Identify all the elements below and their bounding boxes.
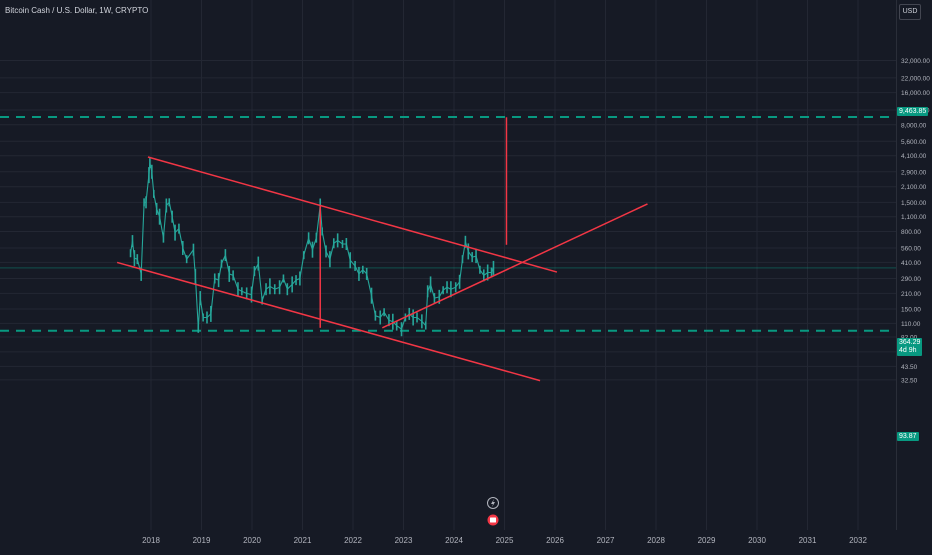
time-tick-label: 2029 bbox=[698, 536, 716, 545]
price-line bbox=[129, 162, 495, 330]
trendlines bbox=[116, 117, 648, 382]
time-tick-label: 2028 bbox=[647, 536, 665, 545]
price-tick-label: 8,000.00 bbox=[901, 122, 927, 129]
price-tick-label: 32.50 bbox=[901, 377, 918, 384]
grid-layer bbox=[0, 0, 896, 530]
price-axis-labels: 32,000.0022,000.0016,000.0011,000.008,00… bbox=[901, 58, 930, 384]
time-axis-labels: 2018 2019 2020 2021 2022 2023 2024 2025 2026 2027… bbox=[142, 536, 867, 545]
countdown-label: 4d 9h bbox=[899, 347, 917, 354]
price-chart[interactable] bbox=[0, 0, 896, 530]
time-tick-label: 2019 bbox=[193, 536, 211, 545]
chart-area[interactable]: Bitcoin Cash / U.S. Dollar, 1W, CRYPTO bbox=[0, 0, 896, 530]
last-price-tag: 364.29 4d 9h bbox=[897, 338, 923, 356]
event-marker-icon bbox=[487, 514, 499, 526]
price-tick-label: 16,000.00 bbox=[901, 90, 930, 97]
time-tick-label: 2022 bbox=[344, 536, 362, 545]
lightning-bolt-icon bbox=[487, 497, 499, 509]
time-tick-label: 2031 bbox=[799, 536, 817, 545]
price-axis[interactable]: 32,000.0022,000.0016,000.0011,000.008,00… bbox=[896, 0, 932, 530]
symbol-title[interactable]: Bitcoin Cash / U.S. Dollar, 1W, CRYPTO bbox=[5, 6, 149, 15]
time-tick-label: 2021 bbox=[294, 536, 312, 545]
price-tick-label: 4,100.00 bbox=[901, 153, 927, 160]
price-tick-label: 560.00 bbox=[901, 245, 921, 252]
trendline bbox=[147, 156, 558, 273]
time-tick-label: 2030 bbox=[748, 536, 766, 545]
time-axis[interactable]: 2018 2019 2020 2021 2022 2023 2024 2025 2026 2027… bbox=[0, 530, 932, 550]
time-tick-label: 2027 bbox=[597, 536, 615, 545]
price-tick-label: 5,600.00 bbox=[901, 139, 927, 146]
price-tick-label: 150.00 bbox=[901, 307, 921, 314]
price-series bbox=[129, 158, 495, 337]
price-tick-label: 32,000.00 bbox=[901, 58, 930, 65]
time-tick-label: 2020 bbox=[243, 536, 261, 545]
time-tick-label: 2025 bbox=[496, 536, 514, 545]
price-tick-label: 2,100.00 bbox=[901, 184, 927, 191]
price-tick-label: 2,900.00 bbox=[901, 169, 927, 176]
trendline bbox=[381, 203, 648, 329]
upper-level-price-tag: 9,463.85 bbox=[897, 107, 929, 116]
price-tick-label: 43.50 bbox=[901, 364, 918, 371]
currency-badge[interactable]: USD bbox=[899, 4, 921, 20]
time-tick-label: 2024 bbox=[445, 536, 463, 545]
price-tick-label: 1,100.00 bbox=[901, 214, 927, 221]
trendline bbox=[116, 261, 541, 382]
price-tick-label: 22,000.00 bbox=[901, 75, 930, 82]
price-tick-label: 110.00 bbox=[901, 321, 921, 328]
price-tick-label: 800.00 bbox=[901, 229, 921, 236]
time-tick-label: 2026 bbox=[546, 536, 564, 545]
time-tick-label: 2023 bbox=[395, 536, 413, 545]
last-price-label: 364.29 bbox=[899, 339, 921, 346]
time-tick-label: 2018 bbox=[142, 536, 160, 545]
time-tick-label: 2032 bbox=[849, 536, 867, 545]
horizontal-levels bbox=[0, 115, 896, 332]
price-tick-label: 1,500.00 bbox=[901, 200, 927, 207]
price-tick-label: 410.00 bbox=[901, 260, 921, 267]
event-markers bbox=[487, 497, 499, 526]
price-tick-label: 210.00 bbox=[901, 291, 921, 298]
lower-level-price-tag: 93.87 bbox=[897, 432, 919, 441]
price-tick-label: 290.00 bbox=[901, 276, 921, 283]
